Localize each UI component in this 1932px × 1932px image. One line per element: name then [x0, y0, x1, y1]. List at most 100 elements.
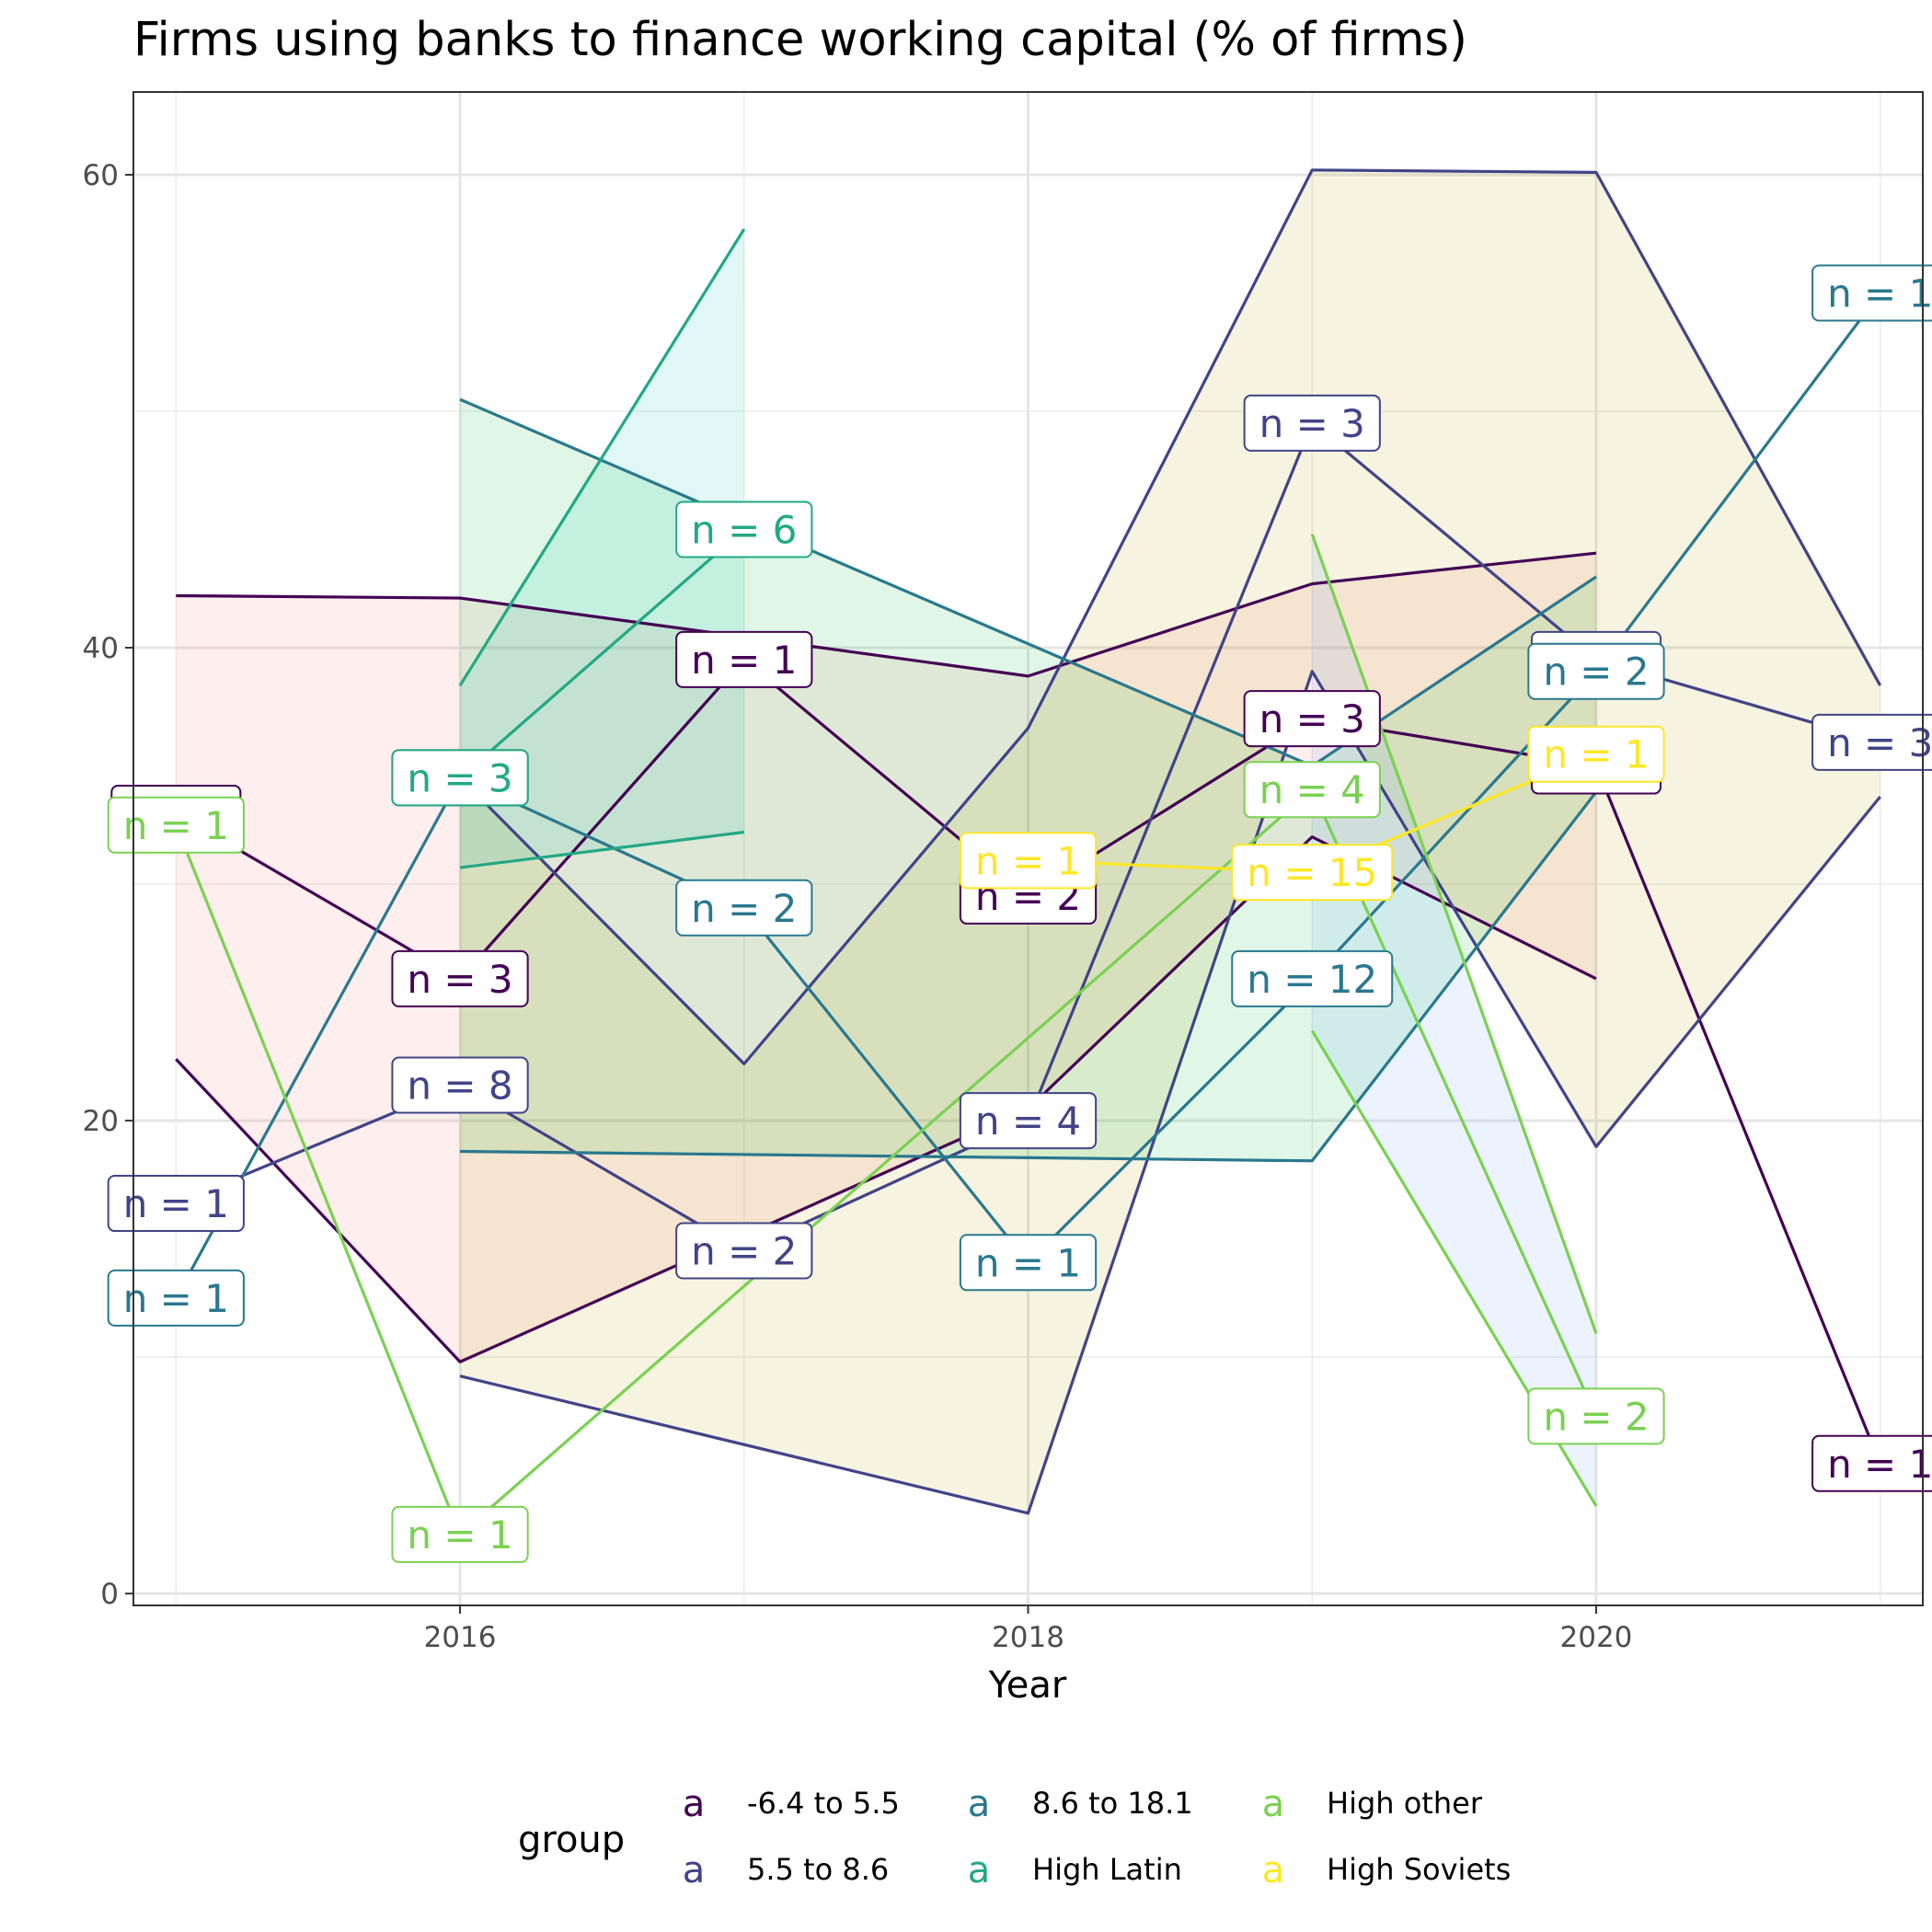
data-label: n = 3 — [1811, 713, 1932, 771]
data-label: n = 12 — [1231, 949, 1394, 1007]
data-label-box — [1527, 725, 1665, 783]
data-label-box — [1527, 1387, 1665, 1445]
legend-key: a — [683, 1849, 706, 1892]
data-label-box — [959, 1234, 1098, 1292]
ribbon-area — [176, 553, 1596, 1363]
data-label-text: n = 2 — [691, 1228, 797, 1273]
data-label-text: n = 1 — [975, 1240, 1081, 1285]
data-label-text: n = 4 — [975, 1098, 1081, 1144]
data-label-text: n = 3 — [1259, 696, 1365, 742]
data-label: n = 3 — [1243, 690, 1381, 748]
y-tick-label: 40 — [83, 632, 119, 665]
data-label-text: n = 12 — [1247, 957, 1377, 1002]
chart-title: Firms using banks to finance working cap… — [133, 13, 1467, 67]
data-label-text: n = 1 — [691, 638, 797, 683]
x-tick-label: 2018 — [992, 1621, 1064, 1654]
data-label-box — [675, 1222, 813, 1280]
data-label: n = 2 — [1527, 642, 1665, 700]
data-label-text: n = 1 — [1827, 1442, 1932, 1487]
data-label: n = 4 — [959, 1092, 1098, 1150]
series-bound-line — [459, 670, 1881, 1515]
data-label-text: n = 1 — [407, 1512, 512, 1558]
data-label: n = 8 — [391, 1056, 529, 1114]
data-label-text: n = 3 — [407, 755, 512, 800]
data-label-box — [107, 796, 245, 854]
data-label-box — [1811, 713, 1932, 771]
major-gridlines — [133, 92, 1923, 1605]
series-bound-line — [1310, 534, 1598, 1334]
data-label-text: n = 15 — [1247, 850, 1377, 895]
data-label: n = 1 — [107, 796, 245, 854]
data-label: n = 1 — [1527, 725, 1665, 783]
data-label-box — [391, 949, 529, 1007]
data-label-text: n = 1 — [1543, 732, 1649, 777]
data-label-text: n = 3 — [1259, 401, 1365, 446]
x-axis: 2016 2018 2020 — [424, 1605, 1633, 1654]
data-label: n = 2 — [675, 879, 813, 937]
legend-label: 5.5 to 8.6 — [747, 1852, 889, 1887]
data-label-box — [1243, 761, 1381, 819]
data-label: n = 1 — [1811, 264, 1932, 322]
ribbon-area — [460, 229, 744, 868]
data-label: n = 15 — [1231, 844, 1394, 902]
ribbon-area — [460, 169, 1880, 1513]
data-labels: n = 3 n = 1 n = 2 n = 3 n = 1 n = 1 n = 8 n = 2… — [107, 264, 1932, 1563]
data-label: n = 1 — [959, 1234, 1098, 1292]
data-label: n = 2 — [675, 1222, 813, 1280]
data-label-text: n = 3 — [407, 957, 512, 1002]
legend-label: High other — [1327, 1786, 1483, 1821]
data-label: n = 3 — [391, 749, 529, 807]
data-label: n = 1 — [391, 1505, 529, 1563]
data-label-box — [675, 500, 813, 558]
data-label-text: n = 1 — [123, 1181, 229, 1226]
data-label: n = 1 — [107, 1269, 245, 1327]
data-label-box — [675, 630, 813, 688]
x-tick-label: 2016 — [424, 1621, 497, 1654]
legend-label: 8.6 to 18.1 — [1032, 1786, 1193, 1821]
x-tick-label: 2020 — [1560, 1621, 1633, 1654]
data-label-text: n = 1 — [123, 1276, 229, 1321]
data-label-box — [1243, 394, 1381, 452]
series-bound-line — [176, 551, 1597, 678]
series-median-line — [458, 528, 745, 779]
data-label-box — [959, 1092, 1098, 1150]
legend-key: a — [968, 1783, 991, 1825]
data-label: n = 2 — [1527, 1387, 1665, 1445]
data-label-box — [391, 749, 529, 807]
data-label-text: n = 2 — [691, 886, 797, 931]
x-axis-title: Year — [988, 1664, 1067, 1707]
data-label: n = 4 — [1243, 761, 1381, 819]
series-median-line — [174, 788, 1598, 1536]
data-label: n = 1 — [107, 1175, 245, 1233]
legend-label: -6.4 to 5.5 — [747, 1786, 900, 1821]
data-label: n = 1 — [1811, 1434, 1932, 1492]
legend-label: High Soviets — [1327, 1852, 1511, 1887]
data-label: n = 1 — [959, 832, 1098, 890]
data-label-text: n = 1 — [975, 838, 1081, 883]
y-tick-label: 20 — [83, 1105, 119, 1138]
data-label: n = 6 — [675, 500, 813, 558]
data-label: n = 3 — [391, 949, 529, 1007]
data-label-box — [959, 832, 1098, 890]
data-label-box — [1243, 690, 1381, 748]
data-label: n = 1 — [675, 630, 813, 688]
data-label-box — [1811, 1434, 1932, 1492]
data-label: n = 3 — [1243, 394, 1381, 452]
data-label-text: n = 1 — [1827, 270, 1932, 316]
series-bound-line — [459, 830, 744, 869]
data-label-box — [1231, 844, 1394, 902]
legend-title: group — [518, 1819, 625, 1861]
legend-key: a — [1262, 1783, 1285, 1825]
data-label-text: n = 1 — [123, 803, 229, 848]
data-label-text: n = 8 — [407, 1064, 512, 1109]
data-label-box — [1231, 949, 1394, 1007]
data-label-box — [107, 1269, 245, 1327]
data-label-box — [391, 1505, 529, 1563]
data-label-box — [391, 1056, 529, 1114]
data-label-text: n = 4 — [1259, 767, 1365, 812]
legend: group a -6.4 to 5.5 a 5.5 to 8.6 a 8.6 to 18.… — [518, 1783, 1511, 1892]
data-label-text: n = 2 — [1543, 650, 1649, 695]
legend-key: a — [1262, 1849, 1285, 1892]
data-label-text: n = 2 — [1543, 1394, 1649, 1439]
